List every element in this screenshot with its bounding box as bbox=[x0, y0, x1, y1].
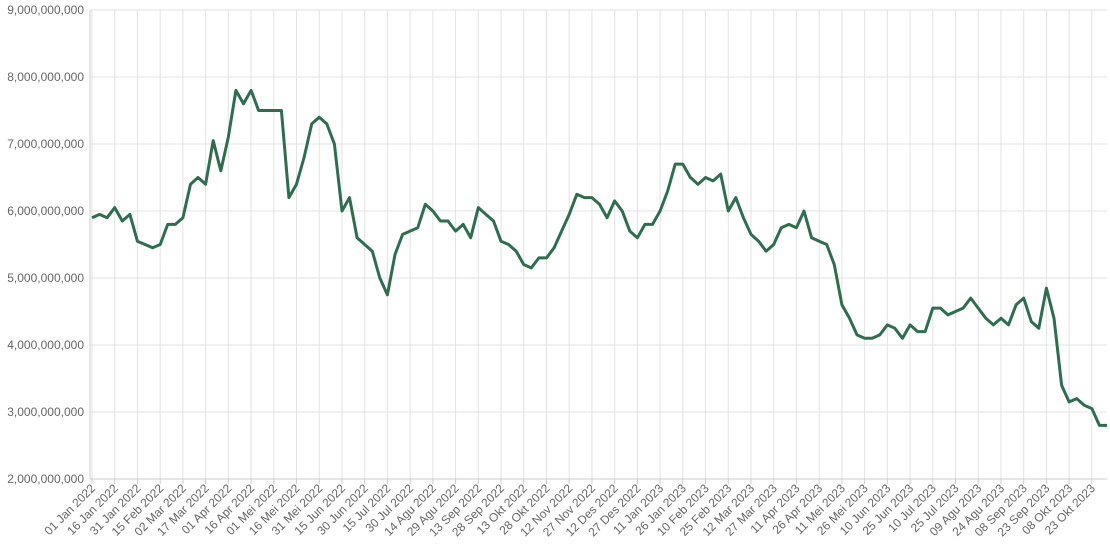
y-tick-label: 6,000,000,000 bbox=[7, 204, 84, 218]
y-tick-label: 8,000,000,000 bbox=[7, 70, 84, 84]
y-tick-label: 3,000,000,000 bbox=[7, 405, 84, 419]
line-series bbox=[91, 88, 1107, 427]
y-tick-label: 7,000,000,000 bbox=[7, 137, 84, 151]
y-tick-label: 4,000,000,000 bbox=[7, 338, 84, 352]
y-tick-label: 9,000,000,000 bbox=[7, 3, 84, 17]
y-tick-label: 5,000,000,000 bbox=[7, 271, 84, 285]
y-tick-label: 2,000,000,000 bbox=[7, 472, 84, 486]
